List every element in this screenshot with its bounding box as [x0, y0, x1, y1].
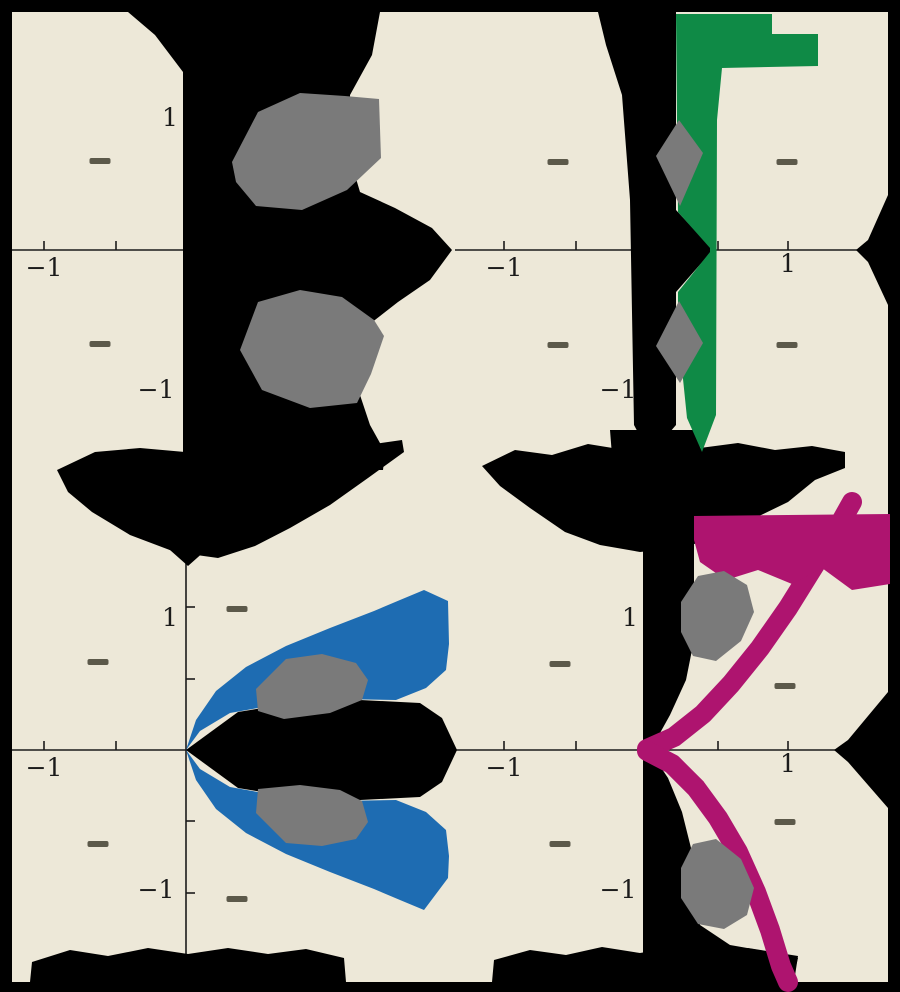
tick-label: 1 — [622, 603, 638, 632]
panel-c-gray-shadow-upper — [256, 654, 368, 719]
panel-d-axis-end-wedge — [834, 692, 888, 808]
panel-c-black-bowtie — [186, 700, 457, 800]
gridline-dash-mark — [774, 683, 796, 689]
gridline-dash-mark — [226, 896, 248, 902]
panel-b-axis-end-wedge — [856, 195, 888, 305]
tick-label: −1 — [26, 753, 63, 782]
tick-label: −1 — [600, 875, 637, 904]
panel-d-black-column-upper — [643, 518, 694, 750]
magenta-branch-lower — [637, 741, 798, 992]
gridline-dash-mark — [87, 841, 109, 847]
tick-label: 1 — [780, 749, 796, 778]
tick-label: −1 — [486, 253, 523, 282]
tick-label: −1 — [138, 375, 175, 404]
tick-label: −1 — [138, 875, 175, 904]
panel-c-gray-shadow-lower — [256, 785, 368, 846]
gridline-dash-mark — [774, 819, 796, 825]
gridline-dash-mark — [547, 159, 569, 165]
gridline-dash-mark — [549, 661, 571, 667]
panel-d-gray-shadow-upper — [681, 571, 754, 661]
gridline-dash-mark — [547, 342, 569, 348]
panel-a-gray-shadow-upper — [232, 93, 381, 210]
panel-a-black-band — [128, 12, 452, 470]
caption-mid-left-blob — [57, 440, 404, 558]
green-curve-band — [676, 14, 818, 452]
gridline-dash-mark — [226, 606, 248, 612]
tick-label: 1 — [162, 103, 178, 132]
tick-label: 1 — [162, 603, 178, 632]
caption-bottom-right-blob — [492, 947, 798, 982]
panel-b-gray-diamond-lower — [656, 301, 703, 383]
caption-mid-center-link — [610, 430, 700, 552]
gridline-dash-mark — [549, 841, 571, 847]
tick-label: 1 — [780, 249, 796, 278]
panel-b-black-column — [598, 12, 711, 455]
magenta-label-blob — [694, 514, 890, 590]
gridline-dash-mark — [87, 659, 109, 665]
panel-d-black-column-lower — [643, 752, 798, 982]
tick-label: −1 — [486, 753, 523, 782]
panel-a-gray-shadow-lower — [240, 290, 384, 408]
panel-b-gray-diamond-upper — [656, 120, 703, 206]
gridline-dash-mark — [776, 159, 798, 165]
tick-label: −1 — [26, 253, 63, 282]
gridline-dash-mark — [89, 158, 111, 164]
gridline-dash-mark — [776, 342, 798, 348]
panel-d-gray-shadow-lower — [681, 839, 754, 929]
caption-bottom-left-blob — [30, 948, 346, 982]
tick-label: −1 — [600, 375, 637, 404]
gridline-dash-mark — [89, 341, 111, 347]
